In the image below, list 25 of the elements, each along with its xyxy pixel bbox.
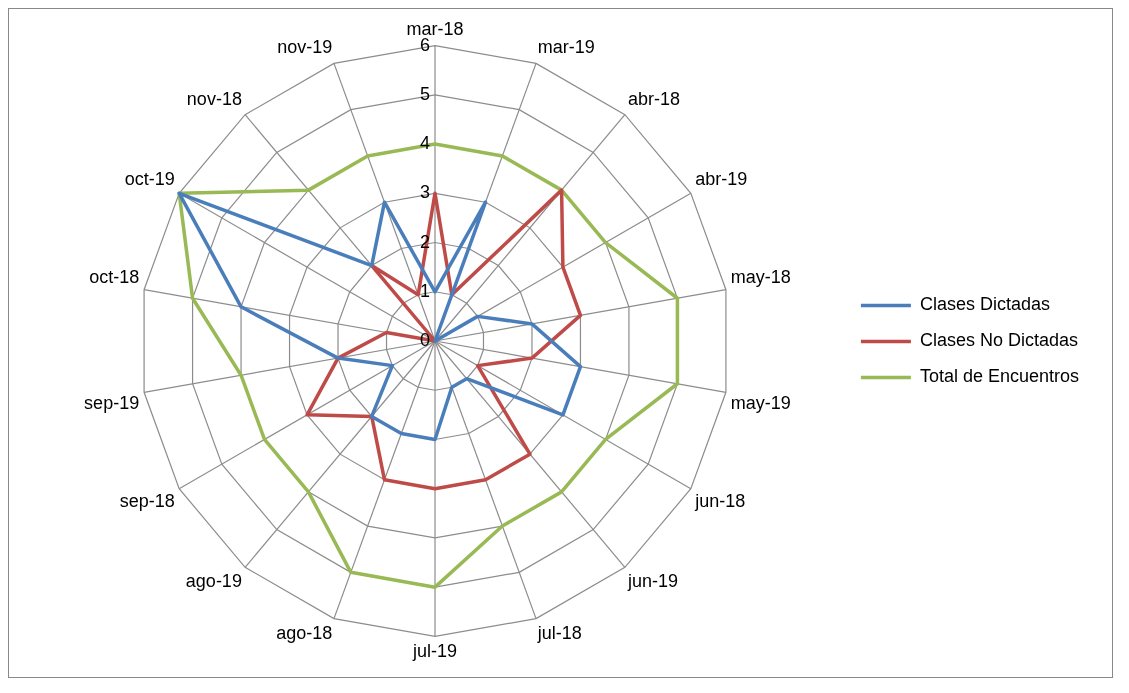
spoke-label: abr-18 (628, 89, 681, 110)
spoke-label: oct-19 (124, 168, 175, 189)
spoke-label: nov-19 (277, 36, 333, 57)
legend-label: Total de Encuentros (919, 366, 1080, 387)
spoke-label: ago-18 (276, 623, 333, 644)
spoke-label: sep-19 (84, 392, 140, 413)
spoke-label: jun-19 (627, 570, 679, 591)
y-tick-label: 3 (419, 182, 430, 203)
spoke-label: ago-19 (185, 570, 242, 591)
legend-label: Clases No Dictadas (919, 330, 1078, 351)
spoke-label: nov-18 (186, 89, 242, 110)
spoke-label: abr-19 (695, 168, 748, 189)
spoke-label: jul-18 (536, 623, 582, 644)
y-tick-label: 2 (419, 231, 430, 252)
spoke-label: oct-18 (89, 267, 140, 287)
spoke-label: jun-18 (694, 490, 746, 511)
spoke-label: mar-19 (537, 36, 595, 57)
spoke-label: may-19 (730, 392, 791, 413)
spoke-label: may-18 (730, 267, 791, 287)
y-tick-label: 1 (419, 280, 430, 301)
y-tick-label: 5 (419, 83, 430, 104)
spoke-label: jul-19 (411, 641, 458, 662)
legend-label: Clases Dictadas (919, 294, 1050, 315)
y-tick-label: 0 (419, 329, 430, 350)
spoke-label: sep-18 (119, 490, 175, 511)
